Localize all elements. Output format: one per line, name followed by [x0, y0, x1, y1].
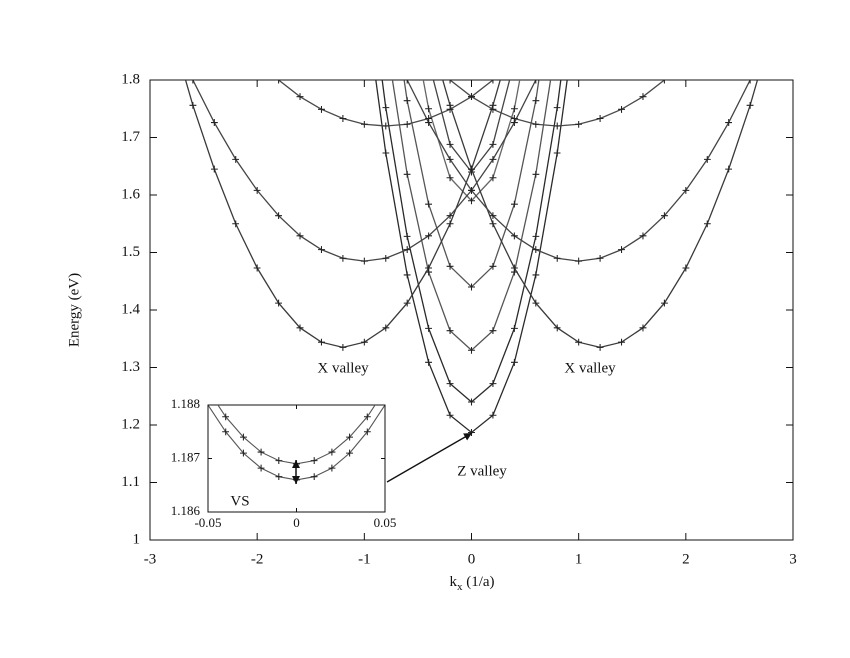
x-tick-label: -2: [251, 551, 264, 567]
x-tick-label: 3: [789, 551, 797, 567]
annotation: X valley: [564, 360, 616, 376]
annotation: X valley: [317, 360, 369, 376]
arrow: [386, 432, 473, 483]
x-axis-label-part: (1/a): [462, 574, 494, 590]
band-line: [425, 80, 690, 130]
y-tick-label: 1.3: [121, 359, 140, 375]
y-tick-label: 1.7: [121, 129, 140, 145]
y-tick-label: 1.5: [121, 244, 140, 260]
annotation: VS: [230, 493, 249, 509]
band-line: [382, 80, 776, 265]
x-tick-label: 0: [468, 551, 476, 567]
y-tick-label: 1.6: [121, 186, 140, 202]
x-tick-label: 1: [575, 551, 583, 567]
y-tick-label: 1.8: [121, 71, 140, 87]
y-tick-label: 1.1: [121, 474, 140, 490]
x-axis-label: kx (1/a): [449, 574, 494, 592]
x-axis-label-sub: x: [457, 581, 463, 593]
x-tick-label: 0: [293, 515, 300, 530]
x-axis-label-part: k: [449, 574, 457, 590]
y-tick-label: 1.186: [171, 503, 201, 518]
y-axis-label: Energy (eV): [66, 273, 82, 347]
y-tick-label: 1.2: [121, 416, 140, 432]
x-tick-label: -1: [358, 551, 371, 567]
y-tick-label: 1: [133, 531, 141, 547]
y-tick-label: 1.4: [121, 301, 140, 317]
x-tick-label: -0.05: [194, 515, 221, 530]
x-tick-label: -3: [144, 551, 157, 567]
x-tick-label: 0.05: [374, 515, 397, 530]
plot-area: [167, 80, 776, 436]
y-tick-label: 1.187: [171, 449, 201, 464]
annotation: Z valley: [457, 463, 507, 479]
y-tick-label: 1.188: [171, 396, 200, 411]
x-tick-label: 2: [682, 551, 690, 567]
